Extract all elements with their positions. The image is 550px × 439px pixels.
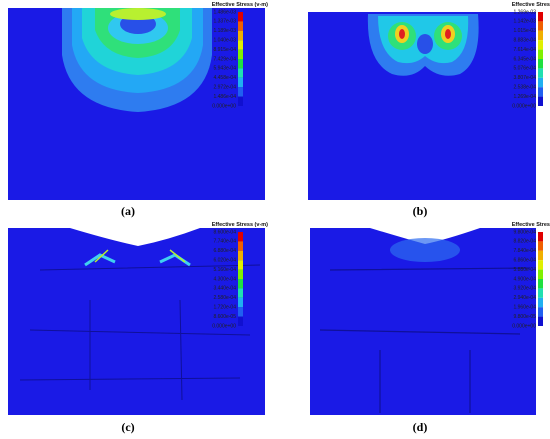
colorbar-swatch	[538, 250, 543, 261]
colorbar-label: 3.807e-04	[513, 75, 536, 81]
colorbar-swatch	[538, 77, 543, 88]
colorbar-label: 5.160e-04	[213, 267, 236, 273]
colorbar-label: 6.860e-04	[513, 258, 536, 264]
caption: (a)	[121, 204, 135, 218]
colorbar-label: 9.800e-04	[513, 229, 536, 235]
colorbar-label: 6.020e-04	[213, 258, 236, 264]
colorbar-swatch	[538, 96, 543, 106]
colorbar-swatch	[238, 232, 243, 242]
colorbar-label: 1.142e-03	[513, 19, 536, 25]
sim-d	[310, 228, 536, 415]
colorbar-swatch	[538, 40, 543, 50]
colorbar-label: 1.015e-03	[513, 28, 536, 34]
colorbar-label: 4.458e-04	[213, 75, 236, 81]
colorbar-label: 0.000e+00	[512, 103, 536, 109]
colorbar-label: 0.000e+00	[512, 323, 536, 329]
colorbar-swatch	[538, 307, 543, 317]
colorbar-label: 1.269e-04	[513, 94, 536, 100]
colorbar-swatch	[538, 12, 543, 22]
colorbar-label: 1.337e-03	[213, 19, 236, 25]
colorbar-label: 1.486e-03	[213, 9, 236, 15]
colorbar-swatch	[538, 297, 543, 308]
colorbar-swatch	[238, 269, 243, 279]
colorbar-swatch	[238, 68, 243, 78]
colorbar-swatch	[238, 288, 243, 298]
caption: (d)	[413, 420, 428, 434]
colorbar-swatch	[538, 260, 543, 270]
colorbar-label: 4.300e-04	[213, 276, 236, 282]
colorbar-label: 1.486e-04	[213, 94, 236, 100]
colorbar-swatch	[538, 241, 543, 251]
colorbar-swatch	[238, 30, 243, 41]
colorbar-label: 3.920e-04	[513, 286, 536, 292]
colorbar-label: 1.040e-03	[213, 38, 236, 44]
colorbar-label: 3.440e-04	[213, 286, 236, 292]
colorbar-swatch	[238, 12, 243, 22]
colorbar-swatch	[238, 21, 243, 31]
colorbar-swatch	[238, 49, 243, 59]
colorbar-label: 5.076e-04	[513, 66, 536, 72]
colorbar-label: 8.915e-04	[213, 47, 236, 53]
colorbar-swatch	[538, 68, 543, 78]
colorbar-label: 4.900e-04	[513, 276, 536, 282]
colorbar-swatch	[538, 49, 543, 59]
colorbar-title: Effective Stress (v-m)	[212, 2, 268, 8]
colorbar-title: Effective Stress (v-m)	[212, 222, 268, 228]
colorbar-label: 5.943e-04	[213, 66, 236, 72]
colorbar-label: 2.940e-04	[513, 295, 536, 301]
colorbar-label: 0.000e+00	[212, 323, 236, 329]
colorbar-swatch	[538, 279, 543, 289]
colorbar-label: 6.345e-04	[513, 56, 536, 62]
colorbar-swatch	[238, 241, 243, 251]
colorbar-label: 5.880e-04	[513, 267, 536, 273]
colorbar-title: Effective Stress (v-m)	[512, 2, 550, 8]
colorbar-swatch	[538, 87, 543, 97]
colorbar-swatch	[538, 232, 543, 242]
caption: (c)	[121, 420, 134, 434]
colorbar-swatch	[538, 21, 543, 31]
colorbar-label: 2.580e-04	[213, 295, 236, 301]
colorbar-swatch	[238, 279, 243, 289]
sim-c	[8, 228, 265, 415]
colorbar-swatch	[238, 96, 243, 106]
colorbar-label: 8.883e-04	[513, 38, 536, 44]
colorbar-label: 2.972e-04	[213, 85, 236, 91]
colorbar-swatch	[238, 307, 243, 317]
colorbar-label: 1.269e-03	[513, 9, 536, 15]
colorbar-label: 7.840e-04	[513, 248, 536, 254]
colorbar-swatch	[238, 316, 243, 326]
colorbar-swatch	[238, 40, 243, 50]
colorbar-label: 2.538e-04	[513, 85, 536, 91]
caption: (b)	[413, 204, 428, 218]
colorbar-label: 8.600e-05	[213, 314, 236, 320]
colorbar-label: 9.800e-05	[513, 314, 536, 320]
colorbar-swatch	[238, 250, 243, 261]
colorbar-swatch	[538, 316, 543, 326]
colorbar-swatch	[238, 59, 243, 69]
colorbar-swatch	[238, 297, 243, 308]
colorbar-label: 7.614e-04	[513, 47, 536, 53]
colorbar-swatch	[538, 30, 543, 41]
colorbar-swatch	[238, 77, 243, 88]
colorbar-label: 7.740e-04	[213, 239, 236, 245]
colorbar-label: 0.000e+00	[212, 103, 236, 109]
sim-a	[8, 8, 265, 200]
colorbar-label: 1.720e-04	[213, 305, 236, 311]
colorbar-swatch	[538, 288, 543, 298]
colorbar-label: 1.960e-04	[513, 305, 536, 311]
colorbar-label: 8.600e-04	[213, 229, 236, 235]
sim-b	[308, 12, 536, 200]
colorbar-swatch	[538, 59, 543, 69]
colorbar-swatch	[238, 87, 243, 97]
colorbar-label: 1.189e-03	[213, 28, 236, 34]
colorbar-title: Effective Stress (v-m)	[512, 222, 550, 228]
colorbar-swatch	[238, 260, 243, 270]
colorbar-label: 6.880e-04	[213, 248, 236, 254]
colorbar-swatch	[538, 269, 543, 279]
colorbar-label: 8.820e-04	[513, 239, 536, 245]
colorbar-label: 7.429e-04	[213, 56, 236, 62]
